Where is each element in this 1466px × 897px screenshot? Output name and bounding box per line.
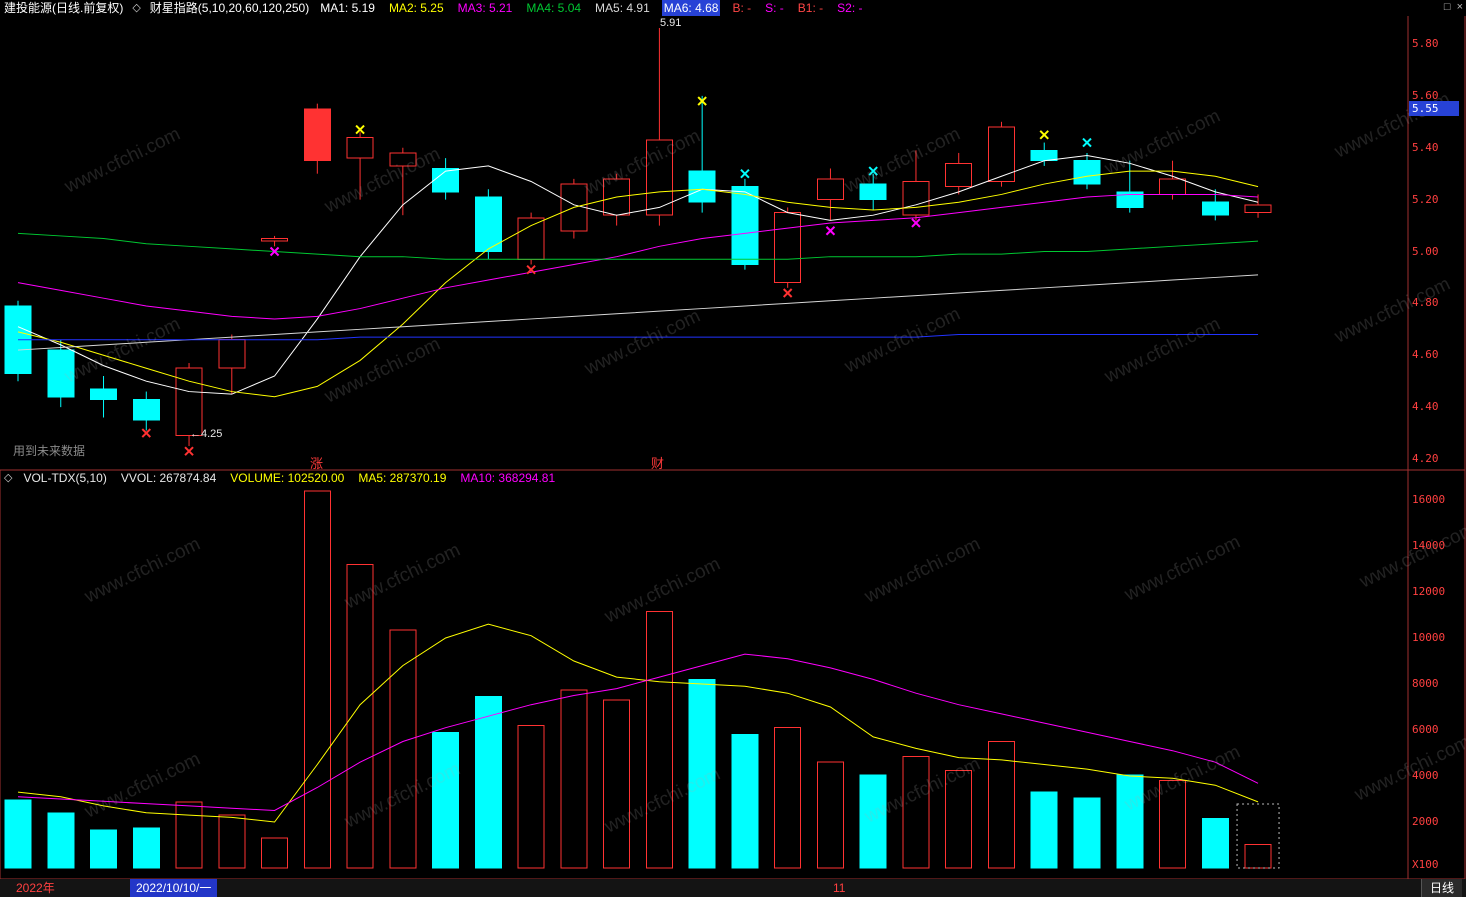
stock-title: 建投能源(日线.前复权) [4, 1, 124, 15]
value-label: MA6: 4.68 [661, 0, 721, 16]
signal-label-up: 涨 [310, 456, 324, 471]
low-annotation: ←4.25 [190, 428, 223, 440]
volume-value-labels: VOL-TDX(5,10) VVOL: 267874.84 VOLUME: 1025… [21, 471, 557, 486]
diamond-icon: ◇ [4, 472, 13, 484]
panel-window-controls: □ × [1444, 1, 1463, 13]
high-annotation: 5.91 [660, 17, 682, 29]
indicator-name: 财星指路(5,10,20,60,120,250) [149, 1, 310, 15]
future-data-note: 用到未来数据 [13, 444, 86, 458]
value-label: B: - [732, 1, 752, 15]
value-label: S2: - [837, 1, 863, 15]
statusbar-date-chip: 2022/10/10/一 [130, 879, 218, 897]
volume-unit-label: X100 [1412, 858, 1439, 871]
value-label: VVOL: 267874.84 [120, 471, 217, 485]
value-label: VOLUME: 102520.00 [230, 471, 345, 485]
status-bar: 2022年 2022/10/10/一 11 日线 [0, 879, 1466, 897]
value-label: S: - [765, 1, 784, 15]
value-label: VOL-TDX(5,10) [23, 471, 107, 485]
signal-label-cai: 财 [651, 456, 665, 471]
ma-value-labels: MA1: 5.19 MA2: 5.25 MA3: 5.21 MA4: 5.04 MA5:… [318, 0, 864, 16]
value-label: B1: - [797, 1, 824, 15]
value-label: MA1: 5.19 [320, 1, 375, 15]
statusbar-month: 11 [833, 881, 846, 895]
value-label: MA5: 287370.19 [358, 471, 447, 485]
value-label: MA4: 5.04 [526, 1, 582, 15]
value-label: MA3: 5.21 [457, 1, 513, 15]
chart-header: 建投能源(日线.前复权) ◇ 财星指路(5,10,20,60,120,250) … [0, 0, 1408, 16]
value-label: MA10: 368294.81 [460, 471, 556, 485]
close-icon[interactable]: × [1456, 1, 1463, 13]
value-label: MA2: 5.25 [388, 1, 444, 15]
period-selector[interactable]: 日线 [1420, 879, 1462, 897]
current-price-tag: 5.55 [1409, 100, 1459, 116]
volume-header: ◇ VOL-TDX(5,10) VVOL: 267874.84 VOLUME: 10… [4, 471, 557, 486]
window-restore-icon[interactable]: □ [1443, 1, 1451, 13]
statusbar-year: 2022年 [16, 881, 55, 895]
value-label: MA5: 4.91 [595, 1, 650, 15]
diamond-icon: ◇ [132, 2, 141, 14]
